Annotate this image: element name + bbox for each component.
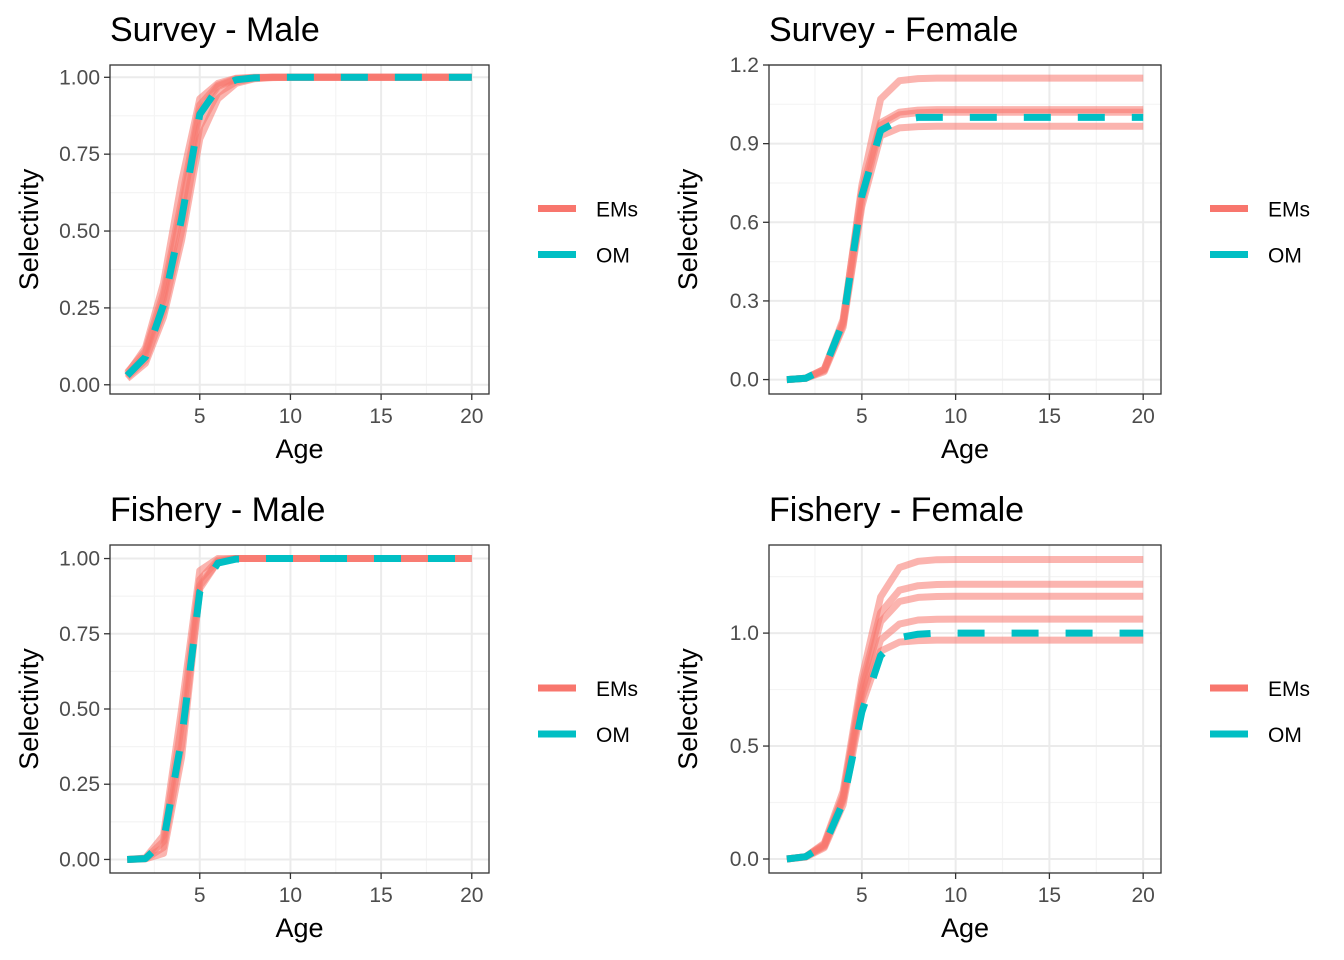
y-tick-label: 0.5 [730,735,759,758]
series-line-om [127,555,472,863]
legend: EMs OM [538,678,638,747]
x-tick-label: 5 [194,884,206,907]
series-line-ems [786,636,1144,863]
legend-label-om: OM [1268,724,1302,747]
x-tick-label: 5 [856,884,868,907]
y-tick-label: 0.00 [59,848,100,871]
x-tick-label: 10 [279,884,302,907]
y-tick-label: 1.0 [730,622,759,645]
x-tick-label: 20 [1132,405,1155,428]
x-tick-label: 5 [194,405,206,428]
x-axis-title: Age [275,434,323,464]
x-tick-label: 15 [369,405,392,428]
legend-label-ems: EMs [1268,678,1310,701]
plot-frame [768,544,1162,874]
series-line-om [786,629,1144,863]
x-tick-label: 15 [1038,884,1061,907]
y-tick-label: 0.50 [59,698,100,721]
x-tick-label: 5 [856,405,868,428]
legend-label-ems: EMs [1268,199,1310,222]
plot-background [110,65,489,394]
y-tick-label: 0.00 [59,374,100,397]
y-axis-title: Selectivity [14,648,44,770]
legend: EMs OM [1210,678,1310,747]
series-line-ems [127,555,472,863]
legend-label-ems: EMs [596,678,638,701]
panel-title: Fishery - Male [110,491,325,529]
x-tick-label: 10 [279,405,302,428]
x-tick-label: 15 [369,884,392,907]
y-tick-label: 1.2 [730,54,759,77]
legend-label-om: OM [596,724,630,747]
series-line-om [124,73,472,379]
x-axis-title: Age [941,434,989,464]
x-tick-label: 10 [944,405,967,428]
y-tick-label: 0.50 [59,220,100,243]
x-tick-label: 20 [460,884,483,907]
x-tick-label: 10 [944,884,967,907]
x-tick-label: 20 [1132,884,1155,907]
panel-fishery-male: Fishery - Male 0.00 0.25 0.50 0.75 1.00 5 10 15 2… [14,491,638,943]
y-tick-label: 0.6 [730,211,759,234]
y-axis-title: Selectivity [673,648,703,770]
series-line-ems [786,122,1144,384]
legend: EMs OM [1210,199,1310,268]
x-axis-title: Age [941,913,989,943]
x-tick-label: 20 [460,405,483,428]
panel-title: Survey - Female [769,11,1018,49]
legend-label-om: OM [1268,245,1302,268]
y-tick-label: 0.75 [59,623,100,646]
y-tick-label: 0.75 [59,143,100,166]
y-tick-label: 0.0 [730,369,759,392]
panel-title: Fishery - Female [769,491,1024,529]
legend-label-ems: EMs [596,199,638,222]
y-tick-label: 1.00 [59,548,100,571]
panel-survey-male: Survey - Male 0.00 0.25 0.50 0.75 1.00 5 10 15 20… [14,11,638,464]
y-tick-label: 0.25 [59,297,100,320]
y-tick-label: 0.25 [59,773,100,796]
plot-frame [109,64,490,395]
x-tick-label: 15 [1038,405,1061,428]
x-axis-title: Age [275,913,323,943]
y-tick-label: 0.3 [730,290,759,313]
panel-title: Survey - Male [110,11,320,49]
panel-fishery-female: Fishery - Female 0.0 0.5 1.0 5 10 15 20 Age Selec… [673,491,1310,943]
series-line-om [786,113,1144,384]
plot-frame [768,64,1162,395]
legend: EMs OM [538,199,638,268]
y-axis-title: Selectivity [14,168,44,290]
y-axis-title: Selectivity [673,168,703,290]
legend-label-om: OM [596,245,630,268]
y-tick-label: 0.9 [730,133,759,156]
y-tick-label: 1.00 [59,66,100,89]
panel-survey-female: Survey - Female 0.0 0.3 0.6 0.9 1.2 5 10 15 20 Age… [673,11,1310,464]
y-tick-label: 0.0 [730,848,759,871]
